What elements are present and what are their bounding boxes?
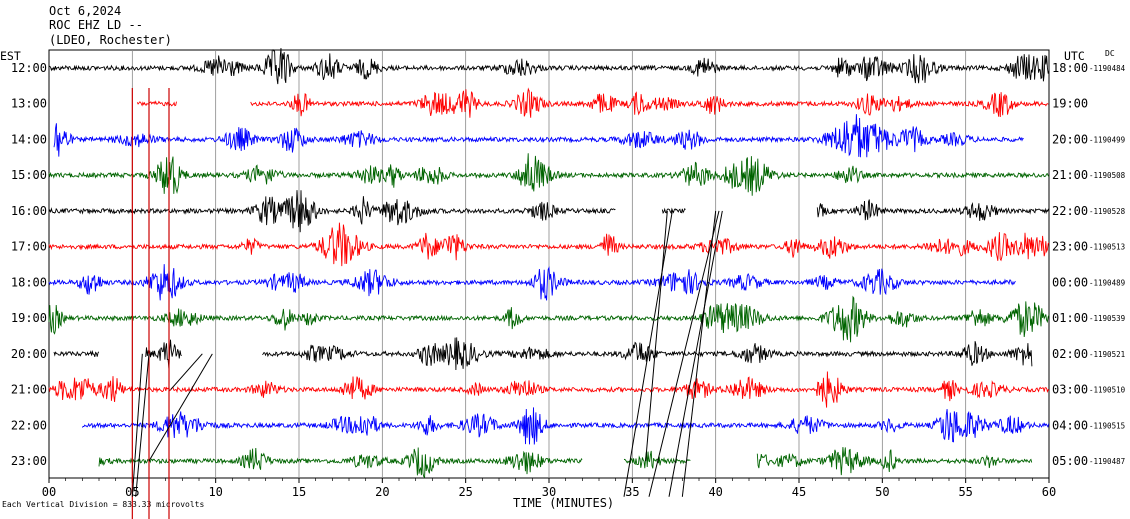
trace-segment — [136, 100, 177, 107]
utc-hour-label: 04:00 — [1052, 418, 1088, 432]
x-tick-label-15: 15 — [292, 485, 306, 499]
diagonal-glitch-line — [648, 210, 720, 497]
trace-segment — [48, 153, 1050, 196]
trace-segment — [81, 407, 1050, 445]
dc-offset-value: -1190484 — [1089, 64, 1126, 73]
utc-hour-label: 19:00 — [1052, 97, 1088, 111]
trace-segment — [48, 295, 1050, 343]
x-tick-label-25: 25 — [458, 485, 472, 499]
utc-hour-label: 00:00 — [1052, 275, 1088, 289]
est-hour-label: 15:00 — [11, 168, 47, 182]
est-hour-label: 19:00 — [11, 311, 47, 325]
x-axis-label: TIME (MINUTES) — [513, 496, 615, 510]
dc-offset-value: -1190513 — [1089, 243, 1125, 252]
est-hour-label: 13:00 — [11, 97, 47, 111]
trace-segment — [98, 447, 583, 479]
diagonal-glitch-line — [170, 353, 203, 390]
est-hour-label: 14:00 — [11, 132, 47, 146]
est-hour-label: 23:00 — [11, 454, 47, 468]
dc-offset-value: -1190487 — [1089, 457, 1125, 466]
dc-offset-value: -1190499 — [1089, 135, 1125, 144]
network-name: (LDEO, Rochester) — [49, 33, 172, 47]
trace-segment — [756, 447, 1033, 476]
x-tick-label-00: 00 — [42, 485, 56, 499]
trace-segment — [48, 190, 616, 233]
trace-segment — [48, 264, 1016, 301]
x-tick-label-50: 50 — [875, 485, 889, 499]
trace-segment — [250, 87, 1049, 118]
trace-segment — [48, 371, 1050, 408]
station-code: ROC EHZ LD -- — [49, 18, 143, 32]
utc-hour-label: 03:00 — [1052, 383, 1088, 397]
dc-offset-value: -1190539 — [1089, 314, 1125, 323]
dc-offset-value: -1190528 — [1089, 207, 1126, 216]
x-tick-label-35: 35 — [625, 485, 639, 499]
x-tick-label-60: 60 — [1042, 485, 1056, 499]
trace-segment — [816, 199, 1049, 221]
utc-hour-label: 05:00 — [1052, 454, 1088, 468]
est-hour-label: 16:00 — [11, 204, 47, 218]
trace-segment — [262, 337, 1033, 371]
utc-timezone-label: UTC — [1064, 49, 1085, 63]
trace-segment — [48, 222, 1050, 267]
utc-hour-label: 23:00 — [1052, 240, 1088, 254]
diagonal-glitch-line — [668, 210, 723, 497]
utc-hour-label: 22:00 — [1052, 204, 1088, 218]
dc-offset-value: -1190521 — [1089, 350, 1125, 359]
trace-segment — [53, 349, 100, 358]
utc-hour-label: 02:00 — [1052, 347, 1088, 361]
diagonal-glitch-line — [135, 353, 150, 497]
x-tick-label-10: 10 — [208, 485, 222, 499]
utc-hour-label: 21:00 — [1052, 168, 1088, 182]
diagonal-glitch-line — [645, 210, 668, 462]
diagonal-glitch-line — [623, 210, 673, 497]
est-hour-label: 18:00 — [11, 275, 47, 289]
trace-segment — [53, 114, 1024, 158]
est-hour-label: 21:00 — [11, 383, 47, 397]
dc-offset-value: -1190508 — [1089, 171, 1126, 180]
x-tick-label-55: 55 — [958, 485, 972, 499]
trace-segment — [145, 339, 182, 369]
dc-offset-value: -1190510 — [1089, 386, 1126, 395]
dc-offset-value: -1190515 — [1089, 421, 1125, 430]
est-timezone-label: EST — [0, 49, 21, 63]
est-hour-label: 22:00 — [11, 418, 47, 432]
dc-offset-label: DC — [1105, 49, 1115, 58]
dc-offset-value: -1190489 — [1089, 278, 1125, 287]
trace-segment — [623, 450, 691, 469]
trace-segment — [48, 48, 1050, 85]
utc-hour-label: 01:00 — [1052, 311, 1088, 325]
diagonal-glitch-line — [131, 353, 143, 497]
diagonal-glitch-line — [148, 353, 213, 462]
x-tick-label-30: 30 — [542, 485, 556, 499]
est-hour-label: 20:00 — [11, 347, 47, 361]
utc-hour-label: 20:00 — [1052, 132, 1088, 146]
utc-hour-label: 18:00 — [1052, 61, 1088, 75]
trace-segment — [661, 207, 686, 214]
chart-title-date: Oct 6,2024 — [49, 4, 122, 18]
diagonal-glitch-line — [681, 210, 717, 497]
est-hour-label: 17:00 — [11, 240, 47, 254]
x-tick-label-20: 20 — [375, 485, 389, 499]
x-tick-label-40: 40 — [708, 485, 722, 499]
scale-note: Each Vertical Division = 833.33 microvol… — [2, 500, 205, 509]
est-hour-label: 12:00 — [11, 61, 47, 75]
x-tick-label-45: 45 — [792, 485, 806, 499]
